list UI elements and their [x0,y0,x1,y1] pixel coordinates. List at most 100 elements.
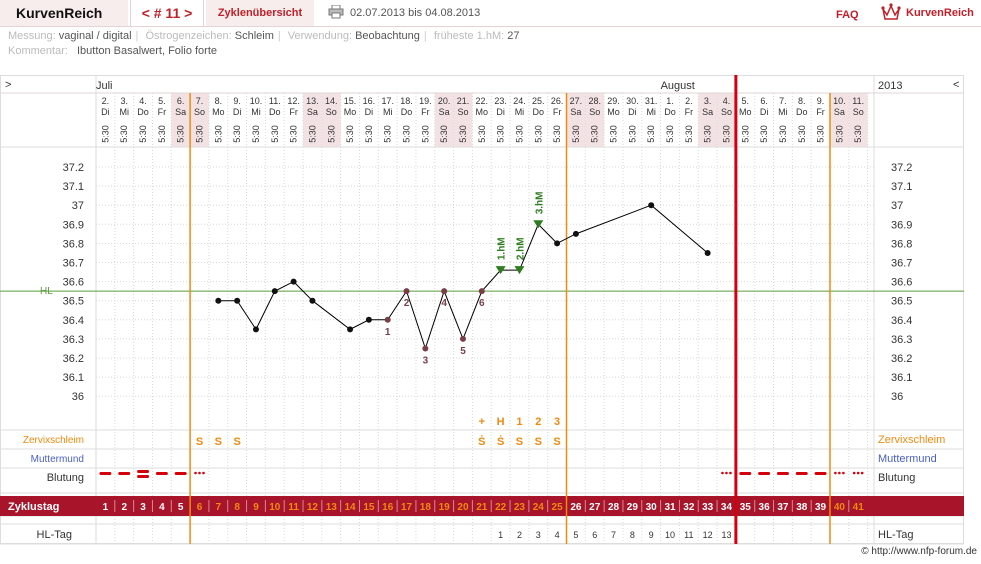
faq-link[interactable]: FAQ [836,9,859,21]
x-tick-weekday: Do [533,107,545,117]
brand-title[interactable]: KurvenReich [0,0,128,26]
x-tick-time: 5:30 [176,125,186,143]
high-measure-label: 3.hM [534,192,545,215]
temperature-point [252,326,259,333]
hltag-value: 11 [684,530,693,540]
x-tick-time: 5:30 [364,125,374,143]
blutung-label-right: Blutung [878,472,915,484]
spotting-dot [729,471,732,475]
y-tick-right: 36.9 [891,219,912,231]
zyklustag-value: 14 [345,502,357,513]
zyklustag-value: 5 [178,502,184,513]
zyklustag-value: 41 [853,502,865,513]
x-tick-weekday: Do [137,107,149,117]
x-tick-time: 5:30 [195,125,205,143]
x-tick-day: 11. [852,96,864,106]
x-tick-day: 27. [570,96,583,106]
x-tick-day: 25. [532,96,545,106]
y-tick-left: 36 [72,391,84,403]
x-tick-time: 5:30 [439,125,449,143]
x-tick-day: 17. [381,96,394,106]
bleeding-mark [99,472,112,475]
x-tick-day: 7. [196,96,204,106]
zyklustag-value: 33 [702,502,714,513]
x-tick-day: 3. [704,96,712,106]
x-tick-weekday: So [194,107,205,117]
hltag-value: 2 [517,530,522,540]
bleeding-mark [137,470,150,473]
x-tick-time: 5:30 [816,125,826,143]
weekend-shade [717,93,736,147]
temperature-line [218,204,708,351]
weekend-shade [303,93,322,147]
temperature-point [290,278,297,285]
messung-label: Messung: [8,30,56,42]
low-measure-label: 3 [423,355,429,366]
verwendung-value: Beobachtung [355,30,420,42]
top-bar: KurvenReich < # 11 > Zyklenübersicht 02.… [0,0,981,27]
x-tick-weekday: Di [496,107,505,117]
hltag-value: 5 [573,530,578,540]
spotting-dot [202,471,205,475]
year-label: 2013 [878,80,902,92]
x-tick-time: 5:30 [307,125,317,143]
weekend-shade [829,93,849,147]
bleeding-mark [155,472,168,475]
y-tick-left: 36.8 [63,238,84,250]
low-measure-point [441,288,448,295]
weekend-shade [698,93,718,147]
x-tick-weekday: Do [269,107,281,117]
bleeding-mark [174,472,187,475]
temperature-point [572,230,579,237]
x-tick-day: 12. [287,96,300,106]
zervix-value: Ṡ [497,435,504,448]
x-tick-day: 23. [494,96,507,106]
hltag-value: 12 [703,530,713,540]
logo-text[interactable]: KurvenReich [906,7,974,19]
y-tick-right: 36.8 [891,238,912,250]
cycle-navigator[interactable]: < # 11 > [130,0,204,26]
temperature-point [309,297,316,304]
spotting-dot [856,471,860,475]
temperature-point [704,249,711,256]
high-measure-marker [514,266,525,275]
hltag-value: 1 [498,530,503,540]
x-tick-day: 22. [476,96,489,106]
hltag-label: HL-Tag [37,529,72,541]
y-tick-right: 37 [891,200,903,212]
x-tick-time: 5:30 [684,125,694,143]
spotting-dot [721,471,724,475]
x-tick-weekday: So [326,107,337,117]
zyklustag-value: 22 [495,502,507,513]
zyklustag-value: 26 [570,502,582,513]
zyklustag-value: 36 [759,502,771,513]
printer-icon[interactable] [328,5,344,19]
x-tick-time: 5:30 [703,125,713,143]
x-tick-day: 4. [723,96,731,106]
zyklustag-value: 19 [439,502,451,513]
y-tick-right: 36.3 [891,334,912,346]
x-tick-weekday: Mi [515,107,525,117]
low-measure-label: 1 [385,327,391,338]
x-tick-time: 5:30 [157,125,167,143]
hltag-value: 8 [630,530,635,540]
x-tick-weekday: Sa [175,107,186,117]
y-tick-left: 36.5 [63,296,84,308]
hltag-value: 3 [536,530,541,540]
spotting-dot [194,471,197,475]
zyklustag-value: 17 [401,502,413,513]
x-tick-day: 9. [233,96,241,106]
x-tick-day: 24. [513,96,526,106]
x-tick-day: 2. [685,96,693,106]
x-tick-time: 5:30 [119,125,129,143]
zyklustag-value: 21 [476,502,488,513]
tab-cycle-overview[interactable]: Zyklenübersicht [206,0,314,26]
x-tick-weekday: Fr [421,107,430,117]
x-tick-weekday: Fr [553,107,562,117]
zyklustag-value: 40 [834,502,846,513]
low-measure-label: 4 [441,298,447,309]
x-tick-weekday: Sa [439,107,450,117]
x-tick-time: 5:30 [232,125,242,143]
x-tick-time: 5:30 [646,125,656,143]
